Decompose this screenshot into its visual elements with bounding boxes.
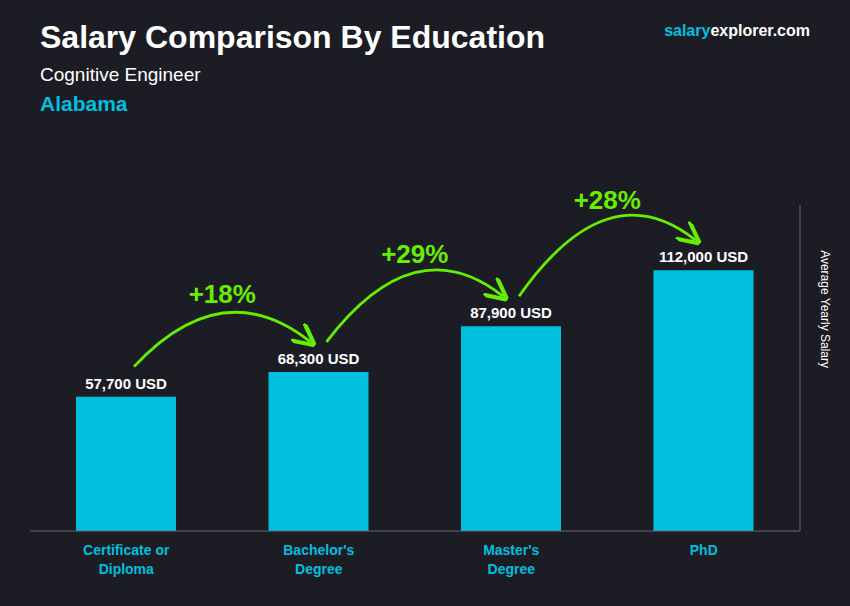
svg-text:Certificate orDiploma: Certificate orDiploma <box>83 542 170 577</box>
svg-text:+28%: +28% <box>574 185 641 215</box>
svg-text:112,000 USD: 112,000 USD <box>659 248 748 265</box>
html-text:Salary Comparison By Education: Salary Comparison By Education <box>40 19 545 55</box>
svg-text:57,700 USD: 57,700 USD <box>85 375 167 392</box>
html-text:salary explorer.com: salary explorer.com <box>664 22 810 39</box>
svg-text:+18%: +18% <box>189 279 256 309</box>
svg-text:68,300 USD: 68,300 USD <box>278 350 360 367</box>
svg-text:Average Yearly Salary: Average Yearly Salary <box>818 250 832 368</box>
html-text:Alabama: Alabama <box>40 92 128 115</box>
svg-text:PhD: PhD <box>690 542 718 558</box>
html-text:Cognitive Engineer: Cognitive Engineer <box>40 64 201 85</box>
svg-text:Bachelor'sDegree: Bachelor'sDegree <box>283 542 354 577</box>
svg-text:Master'sDegree: Master'sDegree <box>483 542 539 577</box>
svg-text:+29%: +29% <box>381 239 448 269</box>
svg-text:87,900 USD: 87,900 USD <box>470 304 552 321</box>
